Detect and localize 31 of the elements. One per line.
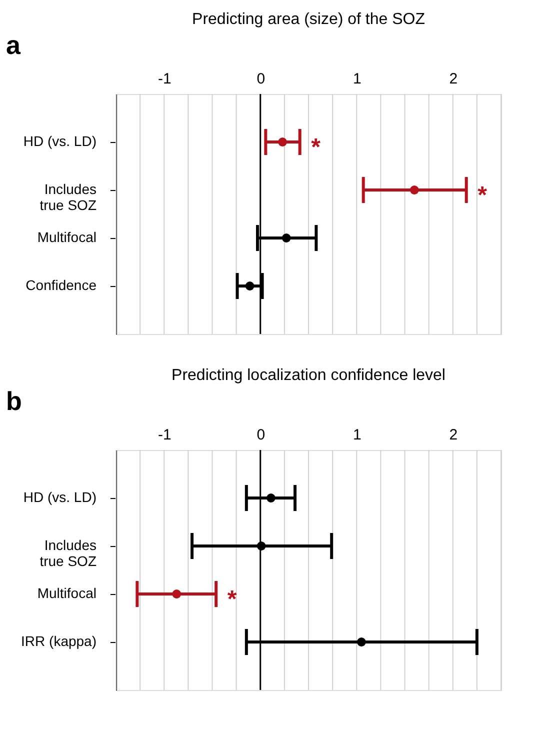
annotation: * — [227, 586, 238, 613]
annotation: * — [478, 182, 488, 209]
text: b — [6, 386, 22, 416]
x-tick-label: 1 — [352, 70, 362, 88]
point — [245, 282, 254, 290]
chart-title: Predicting localization confidence level — [172, 367, 446, 384]
y-tick-label: Includes true SOZ — [40, 181, 97, 213]
chart-title: Predicting area (size) of the SOZ — [192, 11, 426, 28]
annotation: * — [311, 134, 322, 161]
y-tick-label: Multifocal — [37, 229, 96, 245]
x-tick-label: -1 — [158, 426, 172, 444]
point — [356, 638, 366, 646]
point — [410, 186, 419, 194]
y-tick-label: Multifocal — [37, 585, 96, 601]
y-tick-label: Confidence — [26, 277, 97, 293]
y-tick-label: HD (vs. LD) — [23, 489, 96, 505]
x-tick-label: 0 — [256, 426, 266, 444]
x-tick-label: -1 — [158, 70, 172, 88]
x-tick-label: 2 — [449, 426, 458, 444]
x-tick-label: 0 — [256, 70, 266, 88]
text: a — [6, 30, 21, 60]
y-tick-label: IRR (kappa) — [21, 633, 96, 649]
y-tick-label: HD (vs. LD) — [23, 133, 96, 149]
point — [172, 590, 182, 598]
x-tick-label: 1 — [352, 426, 362, 444]
point — [282, 234, 291, 242]
point — [266, 494, 276, 502]
point — [256, 542, 266, 550]
x-tick-label: 2 — [449, 70, 458, 88]
point — [278, 138, 287, 146]
y-tick-label: Includes true SOZ — [40, 537, 97, 569]
